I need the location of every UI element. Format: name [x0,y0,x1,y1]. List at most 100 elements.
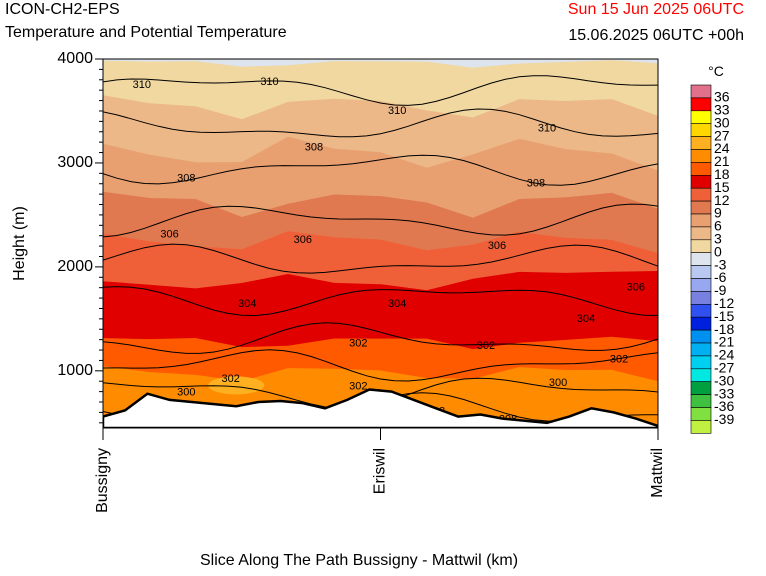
chart-title: Temperature and Potential Temperature [5,24,287,41]
isentrope-label: 310 [388,105,406,117]
isentrope-label: 300 [177,387,195,399]
terrain [103,388,658,428]
legend-swatch [690,316,712,331]
legend-swatch [690,123,712,137]
isentrope-line [103,154,658,186]
legend-level-label: -6 [714,269,727,285]
isentrope-label: 310 [133,79,151,91]
isentrope-label: 306 [488,240,506,252]
isentrope-label: 308 [527,178,545,190]
isentrope-label: 306 [627,282,645,294]
legend-level-label: -24 [714,347,734,363]
warm-patch [208,376,265,395]
isentrope-line [103,243,658,274]
legend-swatch [690,213,712,228]
legend-level-label: -3 [714,256,727,272]
legend-swatch [690,355,712,370]
legend-level-label: 15 [714,179,730,195]
isentrope-label: 306 [294,234,312,246]
isentrope-line [103,203,658,238]
y-axis-label: Height (m) [11,206,28,281]
legend-level-label: -33 [714,385,734,401]
legend-swatch [690,200,712,215]
legend-level-label: 6 [714,218,722,234]
legend-level-label: 36 [714,89,730,105]
legend-swatch [690,252,712,266]
isentrope-label: 304 [577,313,595,325]
legend-swatch [690,149,712,163]
legend-level-label: 21 [714,153,730,169]
legend-swatch [690,303,712,318]
legend-swatch [690,162,712,176]
legend-level-label: -9 [714,282,727,298]
legend-level-label: 12 [714,192,730,208]
isentrope-label: 306 [160,229,178,241]
isentrope-label: 304 [238,298,256,310]
legend-swatch [690,265,712,279]
legend-level-label: 18 [714,166,730,182]
legend-swatch [690,239,712,254]
legend-level-label: -39 [714,411,734,427]
legend-level-label: -18 [714,321,734,337]
legend-swatch [690,368,712,382]
isentrope-label: 302 [477,340,495,352]
isentrope-label: 300 [549,377,567,389]
legend-level-label: 9 [714,205,722,221]
isentrope-label: 302 [349,338,367,350]
legend-level-label: 0 [714,243,722,259]
legend-swatch [690,84,712,99]
valid-time: Sun 15 Jun 2025 06UTC [567,1,744,18]
x-tick-label: Bussigny [94,448,111,513]
legend-swatch [690,278,712,292]
legend-swatch [690,226,712,241]
isentrope-line [103,322,658,354]
legend-swatch [690,187,712,202]
legend-level-label: 30 [714,114,730,130]
legend-swatch [690,381,712,395]
legend-level-label: 27 [714,127,730,143]
legend-level-label: -21 [714,334,734,350]
legend-level-label: -15 [714,308,734,324]
legend-level-label: -27 [714,360,734,376]
isentrope-label: 302 [610,353,628,365]
isentrope-line [103,75,658,106]
legend-swatch [690,175,712,189]
y-tick-label: 2000 [57,258,93,275]
isentrope-line [103,286,658,317]
legend-level-label: 33 [714,102,730,118]
x-axis-label: Slice Along The Path Bussigny - Mattwil … [200,552,519,569]
legend-unit: °C [708,63,724,79]
model-name: ICON-CH2-EPS [5,1,120,18]
y-tick-label: 3000 [57,154,93,171]
legend-swatch [690,291,712,305]
isentrope-label: 308 [305,141,323,153]
x-tick-label: Mattwil [649,448,666,498]
isentrope-label: 310 [538,123,556,135]
legend-swatch [690,342,712,357]
y-tick-label: 4000 [57,50,93,67]
legend-swatch [690,407,712,421]
legend-swatch [690,110,712,125]
legend-level-label: -30 [714,372,734,388]
legend-level-label: 3 [714,231,722,247]
legend-level-label: -36 [714,398,734,414]
legend-swatch [690,394,712,408]
legend-swatch [690,97,712,112]
isentrope-label: 302 [349,380,367,392]
legend-level-label: 24 [714,140,730,156]
isentrope-line [103,108,658,138]
legend-swatch [690,136,712,150]
x-tick-label: Eriswil [372,448,389,494]
y-tick-label: 1000 [57,362,93,379]
legend-swatch [690,420,712,434]
legend-swatch [690,329,712,344]
isentrope-label: 304 [388,298,406,310]
isentrope-label: 308 [177,172,195,184]
plot-area: 310 310 310 310 308 308 308 306 306 306 306 304 304 3… [103,59,658,428]
init-time: 15.06.2025 06UTC +00h [568,27,744,44]
isentrope-line [103,349,658,382]
isentrope-label: 302 [222,373,240,385]
legend-level-label: -12 [714,295,734,311]
isentrope-label: 310 [260,76,278,88]
